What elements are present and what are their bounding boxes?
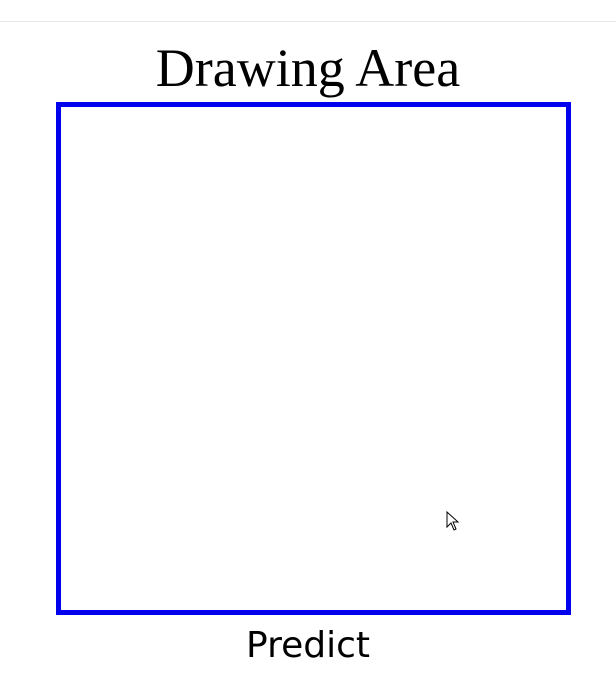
predict-button[interactable]: Predict: [246, 625, 370, 666]
top-divider: [0, 21, 616, 22]
page-title: Drawing Area: [155, 38, 461, 98]
mouse-pointer-icon: [446, 511, 460, 531]
drawing-canvas[interactable]: [56, 102, 571, 615]
